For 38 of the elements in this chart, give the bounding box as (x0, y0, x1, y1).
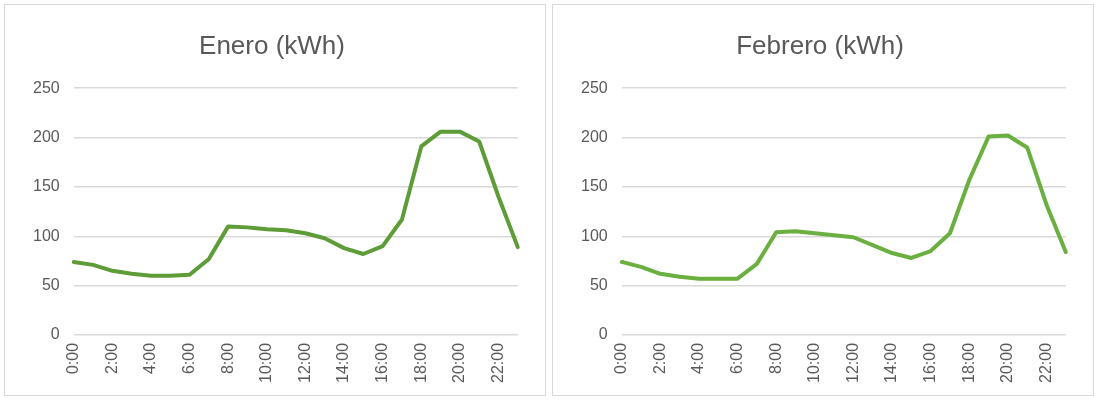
x-tick-label: 8:00 (218, 342, 236, 375)
y-tick-label: 0 (598, 325, 608, 343)
x-tick-label: 4:00 (141, 342, 159, 375)
x-tick-label: 16:00 (373, 342, 391, 384)
x-tick-label: 10:00 (257, 342, 275, 384)
y-tick-label: 100 (580, 226, 608, 244)
x-tick-label: 20:00 (450, 342, 468, 384)
y-tick-label: 250 (32, 78, 60, 96)
y-tick-label: 150 (580, 177, 608, 195)
x-tick-label: 6:00 (179, 342, 197, 375)
x-tick-label: 10:00 (805, 342, 823, 384)
x-tick-label: 18:00 (959, 342, 977, 384)
x-tick-label: 22:00 (488, 342, 506, 384)
x-tick-label: 2:00 (102, 342, 120, 375)
x-tick-label: 20:00 (998, 342, 1016, 384)
y-tick-label: 150 (32, 177, 60, 195)
x-tick-label: 12:00 (843, 342, 861, 384)
x-tick-label: 0:00 (612, 342, 630, 375)
x-tick-label: 8:00 (766, 342, 784, 375)
y-tick-label: 250 (580, 78, 608, 96)
x-tick-label: 4:00 (689, 342, 707, 375)
chart-title: Enero (kWh) (199, 29, 345, 60)
x-tick-label: 18:00 (411, 342, 429, 384)
x-tick-label: 16:00 (921, 342, 939, 384)
y-tick-label: 200 (580, 127, 608, 145)
x-tick-label: 2:00 (650, 342, 668, 375)
chart-title: Febrero (kWh) (736, 29, 904, 60)
x-tick-label: 6:00 (727, 342, 745, 375)
x-tick-label: 0:00 (64, 342, 82, 375)
x-tick-label: 22:00 (1036, 342, 1054, 384)
y-tick-label: 50 (589, 276, 608, 294)
y-tick-label: 100 (32, 226, 60, 244)
y-tick-label: 50 (41, 276, 60, 294)
x-tick-label: 14:00 (334, 342, 352, 384)
y-tick-label: 200 (32, 127, 60, 145)
x-tick-label: 12:00 (295, 342, 313, 384)
y-tick-label: 0 (50, 325, 60, 343)
x-tick-label: 14:00 (882, 342, 900, 384)
